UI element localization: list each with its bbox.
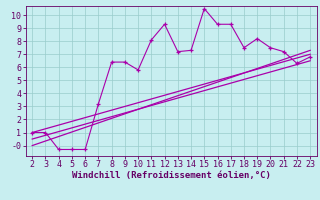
X-axis label: Windchill (Refroidissement éolien,°C): Windchill (Refroidissement éolien,°C) [72, 171, 271, 180]
